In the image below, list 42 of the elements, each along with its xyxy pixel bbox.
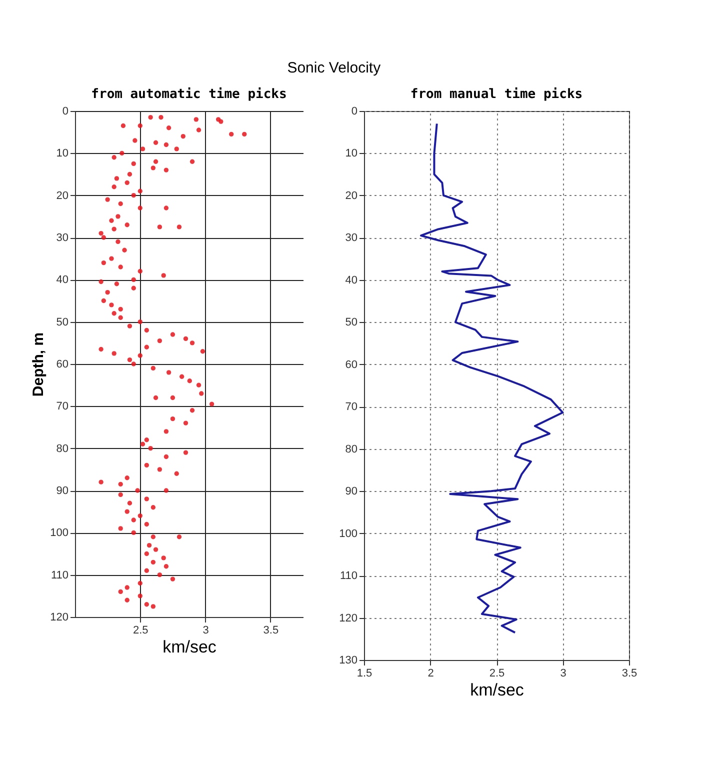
y-tick-label: 60 <box>56 358 68 370</box>
y-tick-label: 70 <box>56 400 68 413</box>
chart-subtitle: from manual time picks <box>410 87 583 102</box>
y-tick-label: 50 <box>345 316 358 329</box>
y-tick-label: 80 <box>345 443 358 456</box>
chart-subtitle: from automatic time picks <box>91 87 287 102</box>
y-tick-label: 40 <box>56 274 68 286</box>
y-tick-label: 10 <box>56 148 68 160</box>
line-series <box>420 122 564 634</box>
y-tick-label: 30 <box>56 232 68 244</box>
y-axis-title: Depth, m <box>30 332 48 397</box>
y-tick-label: 60 <box>345 358 358 371</box>
y-tick-label: 130 <box>339 654 358 666</box>
x-tick-label: 2.5 <box>132 624 148 636</box>
y-tick-label: 100 <box>339 528 358 540</box>
y-tick-label: 30 <box>345 232 358 244</box>
y-tick-label: 20 <box>345 190 358 202</box>
y-tick-label: 120 <box>339 612 358 624</box>
x-tick-label: 3 <box>202 624 209 636</box>
y-tick-label: 100 <box>50 527 68 540</box>
y-tick-label: 110 <box>340 570 358 582</box>
x-tick-label: 3.5 <box>622 668 638 680</box>
text: Sonic Velocity <box>287 60 382 76</box>
y-tick-label: 0 <box>351 106 358 118</box>
x-tick-label: 3.5 <box>263 624 279 636</box>
y-tick-label: 70 <box>345 401 358 414</box>
y-tick-label: 90 <box>56 485 68 497</box>
y-tick-label: 110 <box>50 569 68 582</box>
x-tick-label: 2.5 <box>489 668 505 680</box>
x-tick-label: 3 <box>560 668 566 680</box>
x-axis-title: km/sec <box>162 638 217 656</box>
y-tick-label: 20 <box>56 190 68 202</box>
x-tick-label: 2 <box>428 668 434 680</box>
y-tick-label: 0 <box>62 106 68 118</box>
y-tick-label: 80 <box>56 442 68 455</box>
y-tick-label: 50 <box>56 316 68 328</box>
x-axis-title: km/sec <box>470 680 524 700</box>
y-tick-label: 90 <box>345 486 358 498</box>
x-tick-label: 1.5 <box>356 668 372 680</box>
y-tick-label: 120 <box>50 612 68 624</box>
y-tick-label: 10 <box>345 148 358 160</box>
y-tick-label: 40 <box>345 274 358 286</box>
